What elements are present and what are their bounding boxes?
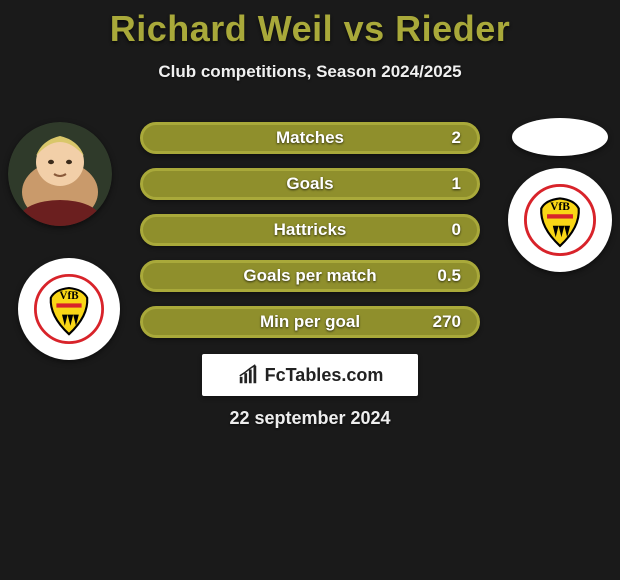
- stats-list: Matches 2 Goals 1 Hattricks 0 Goals per …: [140, 122, 480, 352]
- player-left-avatar: [8, 122, 112, 226]
- brand-box[interactable]: FcTables.com: [202, 354, 418, 396]
- stat-row-hattricks: Hattricks 0: [140, 214, 480, 246]
- stat-row-goals: Goals 1: [140, 168, 480, 200]
- comparison-card: Richard Weil vs Rieder Club competitions…: [0, 0, 620, 580]
- brand-label: FcTables.com: [265, 365, 384, 386]
- player-right-avatar: [512, 118, 608, 156]
- date-label: 22 september 2024: [0, 408, 620, 429]
- stat-value: 270: [433, 312, 461, 332]
- page-title: Richard Weil vs Rieder: [0, 8, 620, 50]
- player-left-club-badge: VfB: [18, 258, 120, 360]
- stat-row-goals-per-match: Goals per match 0.5: [140, 260, 480, 292]
- stat-value: 2: [452, 128, 461, 148]
- svg-text:VfB: VfB: [550, 201, 570, 213]
- stat-label: Hattricks: [143, 220, 477, 240]
- stat-value: 0.5: [437, 266, 461, 286]
- stat-value: 1: [452, 174, 461, 194]
- stat-label: Min per goal: [143, 312, 477, 332]
- stat-row-min-per-goal: Min per goal 270: [140, 306, 480, 338]
- stat-value: 0: [452, 220, 461, 240]
- subtitle: Club competitions, Season 2024/2025: [0, 62, 620, 82]
- stat-label: Goals per match: [143, 266, 477, 286]
- stat-label: Matches: [143, 128, 477, 148]
- stat-row-matches: Matches 2: [140, 122, 480, 154]
- player-right-club-badge: VfB: [508, 168, 612, 272]
- chart-icon: [237, 364, 259, 386]
- svg-text:VfB: VfB: [59, 290, 79, 302]
- stat-label: Goals: [143, 174, 477, 194]
